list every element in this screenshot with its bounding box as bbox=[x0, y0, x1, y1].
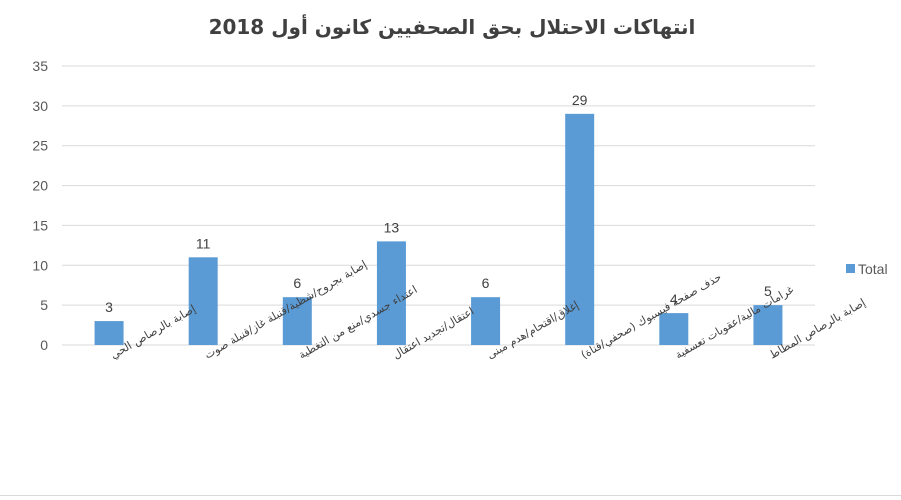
legend-swatch bbox=[846, 264, 855, 273]
data-label: 3 bbox=[105, 299, 113, 315]
y-tick-label: 5 bbox=[40, 297, 48, 313]
bar bbox=[282, 297, 312, 345]
data-label: 13 bbox=[384, 219, 400, 235]
data-label: 29 bbox=[572, 92, 588, 108]
bar bbox=[471, 297, 501, 345]
data-label: 6 bbox=[293, 275, 301, 291]
y-tick-label: 30 bbox=[32, 98, 48, 114]
y-tick-label: 0 bbox=[40, 337, 48, 353]
bar bbox=[753, 305, 783, 345]
bar bbox=[94, 321, 124, 345]
bars bbox=[94, 113, 783, 345]
y-tick-label: 25 bbox=[32, 138, 48, 154]
data-label: 5 bbox=[764, 283, 772, 299]
y-tick-label: 20 bbox=[32, 178, 48, 194]
bar bbox=[565, 113, 595, 345]
bar bbox=[188, 257, 218, 345]
y-tick-label: 35 bbox=[32, 58, 48, 74]
chart-title: انتهاكات الاحتلال بحق الصحفيين كانون أول… bbox=[209, 13, 696, 39]
data-label: 4 bbox=[670, 291, 678, 307]
legend-label: Total bbox=[858, 261, 888, 277]
y-axis: 0 5 10 15 20 25 30 35 bbox=[32, 58, 48, 353]
data-label: 6 bbox=[482, 275, 490, 291]
y-tick-label: 15 bbox=[32, 217, 48, 233]
data-label: 11 bbox=[196, 235, 211, 251]
bar bbox=[659, 313, 689, 345]
bar bbox=[376, 241, 406, 345]
gridlines bbox=[62, 65, 815, 346]
bottom-border bbox=[0, 495, 901, 496]
data-labels: 3 11 6 13 6 29 4 5 bbox=[105, 92, 772, 315]
legend: Total bbox=[846, 261, 888, 277]
y-tick-label: 10 bbox=[32, 257, 48, 273]
x-category-label: إصابة بجروح/شظية/قنبلة غاز/قنبلة صوت bbox=[202, 258, 369, 362]
